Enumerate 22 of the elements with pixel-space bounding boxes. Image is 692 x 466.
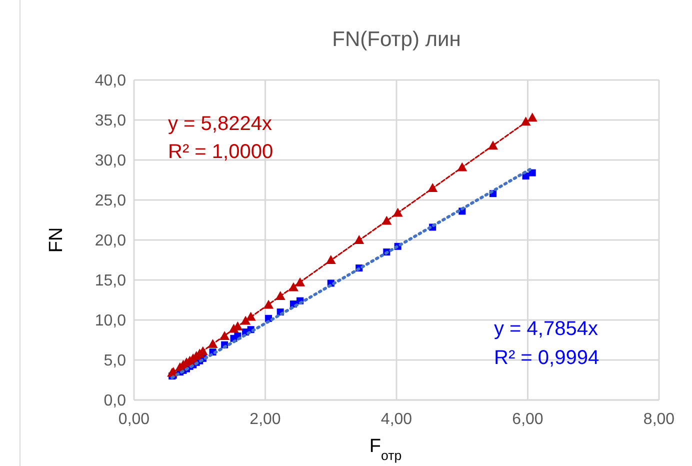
y-tick-label: 30,0 — [94, 152, 126, 170]
point — [528, 169, 536, 176]
x-tick-label: 8,00 — [643, 411, 675, 428]
y-tick-label: 0,0 — [104, 392, 126, 410]
y-tick-label: 15,0 — [94, 272, 126, 290]
y-tick-label: 35,0 — [94, 112, 126, 130]
chart-title: FN(Fотр) лин — [332, 28, 461, 51]
x-tick-label: 4,00 — [380, 411, 412, 428]
y-tick-label: 10,0 — [94, 312, 126, 330]
x-axis-title: F$_{отр}$ — [369, 436, 402, 462]
y-axis-title: FN — [46, 227, 67, 253]
y-tick-label: 20,0 — [94, 232, 126, 250]
x-tick-label: 2,00 — [250, 411, 281, 428]
y-tick-label: 25,0 — [94, 192, 126, 210]
x-tick-label: 0,00 — [118, 411, 150, 428]
annotation: R² = 1,0000 — [168, 141, 274, 163]
annotation: y = 4,7854x — [494, 318, 598, 340]
annotation: y = 5,8224x — [168, 113, 272, 135]
annotation: R² = 0,9994 — [494, 347, 600, 369]
x-tick-label: 6,00 — [512, 411, 544, 428]
y-tick-label: 40,0 — [94, 72, 126, 90]
y-tick-label: 5,0 — [104, 352, 126, 370]
